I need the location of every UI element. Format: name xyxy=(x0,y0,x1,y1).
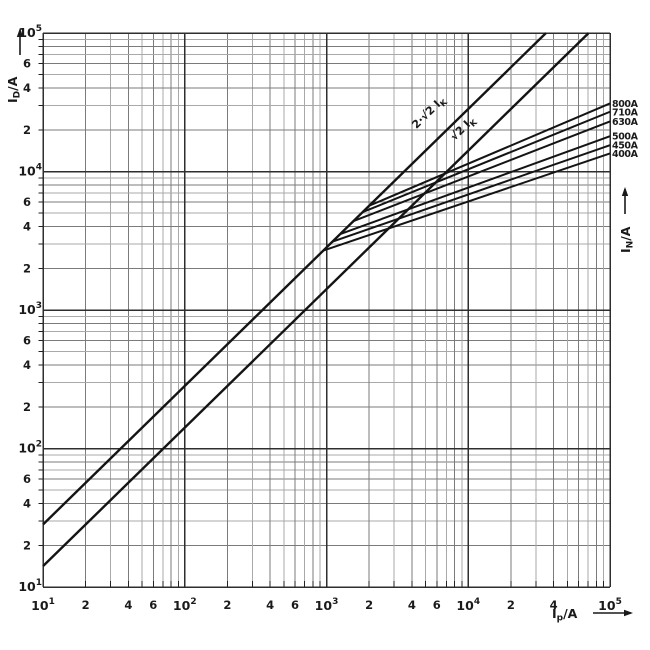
x-tick-minor-label: 4 xyxy=(124,598,132,612)
reference-lines xyxy=(42,32,590,568)
x-tick-minor-label: 2 xyxy=(223,598,231,612)
reference-line-sqrt2 xyxy=(42,32,590,568)
series-label-450A: 450A xyxy=(612,141,639,152)
reference-line-label: 2·√2 IK xyxy=(409,93,449,133)
y-tick-minor-label: 6 xyxy=(23,195,31,209)
x-tick-decade-label: 104 xyxy=(456,597,480,613)
y-tick-decade-label: 104 xyxy=(18,163,42,179)
y-tick-decade-label: 103 xyxy=(18,301,42,317)
y-tick-minor-label: 2 xyxy=(23,261,31,275)
series-label-630A: 630A xyxy=(612,117,639,128)
series-line-800A xyxy=(368,102,611,207)
series-line-630A xyxy=(353,120,611,223)
x-tick-minor-label: 4 xyxy=(266,598,274,612)
x-tick-minor-label: 6 xyxy=(149,598,157,612)
series-label-500A: 500A xyxy=(612,132,639,143)
y-tick-minor-label: 6 xyxy=(23,334,31,348)
series-line-710A xyxy=(362,110,611,214)
x-tick-minor-label: 2 xyxy=(507,598,515,612)
x-tick-decade-label: 102 xyxy=(173,597,197,613)
x-tick-minor-label: 6 xyxy=(291,598,299,612)
y-tick-minor-label: 4 xyxy=(23,220,31,234)
x-tick-decade-label: 103 xyxy=(315,597,339,613)
x-tick-minor-label: 4 xyxy=(550,598,558,612)
series-label-800A: 800A xyxy=(612,99,639,110)
series-line-400A xyxy=(323,152,611,252)
series-label-400A: 400A xyxy=(612,149,639,160)
y-tick-minor-label: 6 xyxy=(23,472,31,486)
y-axis-up-arrow-icon xyxy=(16,28,24,37)
x-axis-right-arrow-icon xyxy=(624,609,633,617)
right-axis-title: IN/A xyxy=(618,226,636,253)
y-tick-minor-label: 2 xyxy=(23,123,31,137)
reference-line-2sqrt2 xyxy=(42,32,547,526)
fuse-rating-curves xyxy=(323,102,611,252)
x-tick-decade-label: 101 xyxy=(31,597,55,613)
y-tick-decade-label: 101 xyxy=(18,578,42,594)
y-tick-minor-label: 2 xyxy=(23,400,31,414)
y-tick-minor-label: 2 xyxy=(23,538,31,552)
reference-line-label: √2 IK xyxy=(448,113,480,145)
y-tick-minor-label: 4 xyxy=(23,497,31,511)
series-label-710A: 710A xyxy=(612,107,639,118)
x-tick-minor-label: 2 xyxy=(82,598,90,612)
x-tick-minor-label: 4 xyxy=(408,598,416,612)
axis-tick-marks xyxy=(38,38,605,587)
x-tick-decade-label: 105 xyxy=(598,597,622,613)
y-tick-decade-label: 102 xyxy=(18,440,42,456)
y-tick-minor-label: 4 xyxy=(23,358,31,372)
x-axis-title: Ip/A xyxy=(552,606,578,624)
x-tick-minor-label: 2 xyxy=(365,598,373,612)
right-axis-up-arrow-icon xyxy=(621,187,629,196)
y-tick-minor-label: 6 xyxy=(23,57,31,71)
log-grid-lines xyxy=(42,32,611,588)
y-tick-decade-label: 105 xyxy=(18,24,42,40)
series-line-500A xyxy=(339,135,611,235)
x-tick-minor-label: 6 xyxy=(433,598,441,612)
series-line-450A xyxy=(332,144,611,243)
y-tick-minor-label: 4 xyxy=(23,81,31,95)
y-axis-title: ID/A xyxy=(5,76,23,103)
